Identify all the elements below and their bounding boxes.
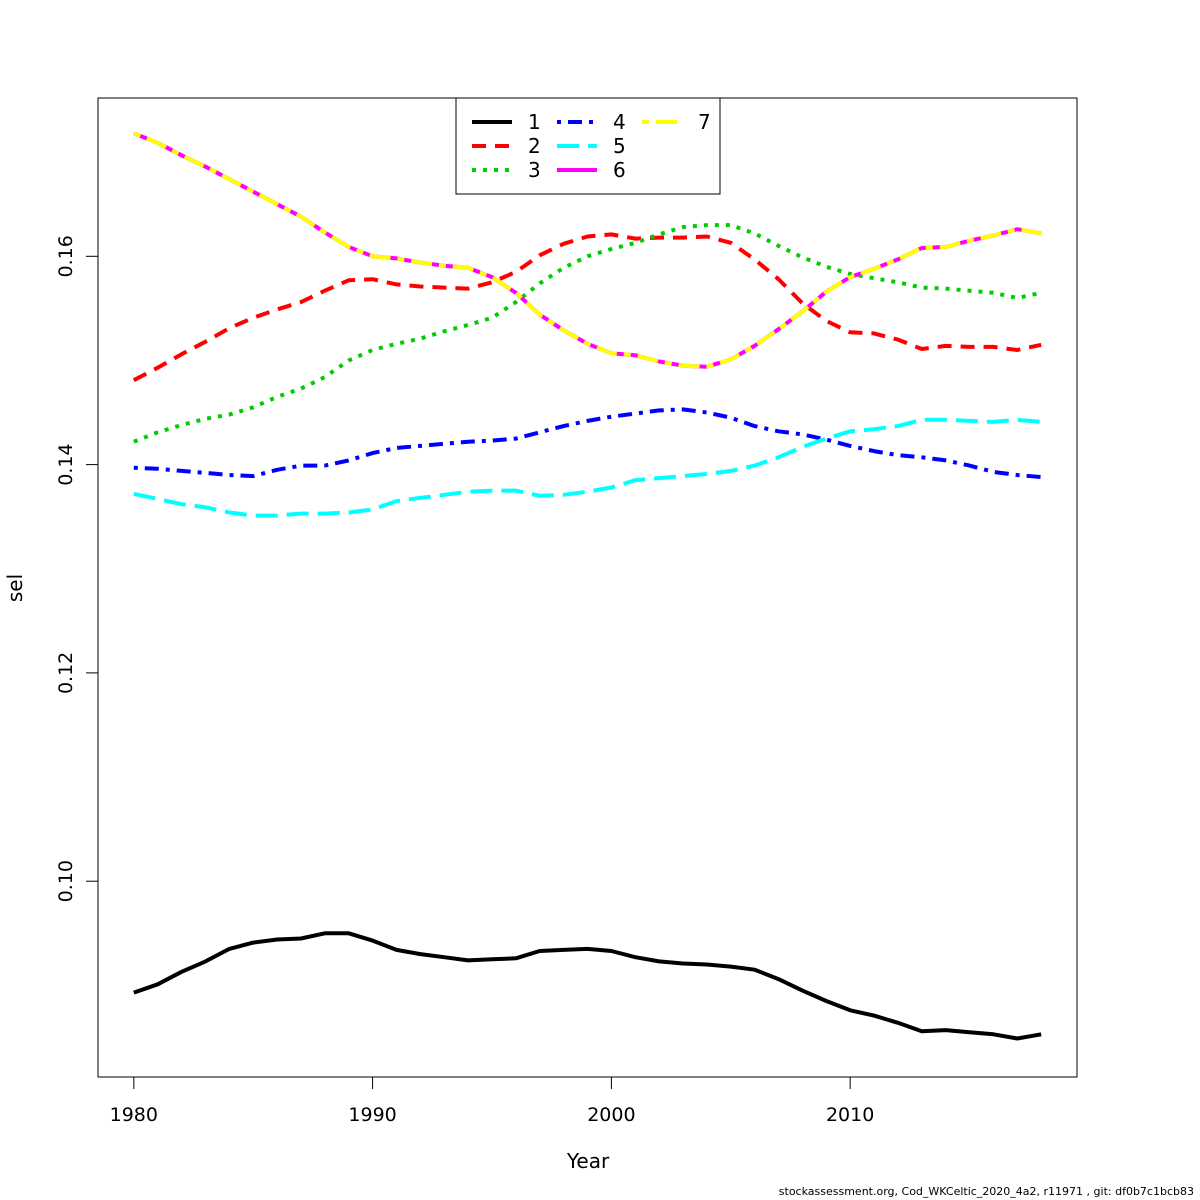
- series-layer: [132, 131, 1042, 1041]
- x-tick-label: 1980: [110, 1104, 158, 1126]
- legend-label-6: 6: [613, 158, 626, 182]
- legend-label-3: 3: [528, 158, 541, 182]
- plot-frame: [97, 97, 1078, 1078]
- legend: 123 456 7: [455, 97, 721, 195]
- y-tick-label: 0.14: [55, 443, 77, 485]
- y-tick-label: 0.16: [55, 235, 77, 277]
- y-axis: 0.10 0.12 0.14 0.16: [55, 235, 99, 902]
- x-tick-label: 1990: [348, 1104, 396, 1126]
- series-line-4: [133, 407, 1042, 480]
- series-line-2: [132, 232, 1042, 382]
- y-tick-label: 0.12: [55, 652, 77, 694]
- legend-label-4: 4: [613, 110, 626, 134]
- series-line-7: [133, 131, 1042, 369]
- x-axis-title: Year: [566, 1149, 610, 1173]
- y-axis-title: sel: [3, 574, 27, 602]
- x-tick-label: 2010: [826, 1104, 874, 1126]
- x-tick-label: 2000: [587, 1104, 635, 1126]
- series-line-1: [133, 931, 1042, 1041]
- legend-label-5: 5: [613, 134, 626, 158]
- x-axis: 1980 1990 2000 2010: [110, 1076, 874, 1126]
- legend-label-1: 1: [528, 110, 541, 134]
- footer-credit: stockassessment.org, Cod_WKCeltic_2020_4…: [778, 1185, 1194, 1198]
- series-line-5: [133, 417, 1042, 518]
- y-tick-label: 0.10: [55, 860, 77, 902]
- legend-label-7: 7: [698, 110, 711, 134]
- legend-label-2: 2: [528, 134, 541, 158]
- series-line-3: [133, 223, 1042, 444]
